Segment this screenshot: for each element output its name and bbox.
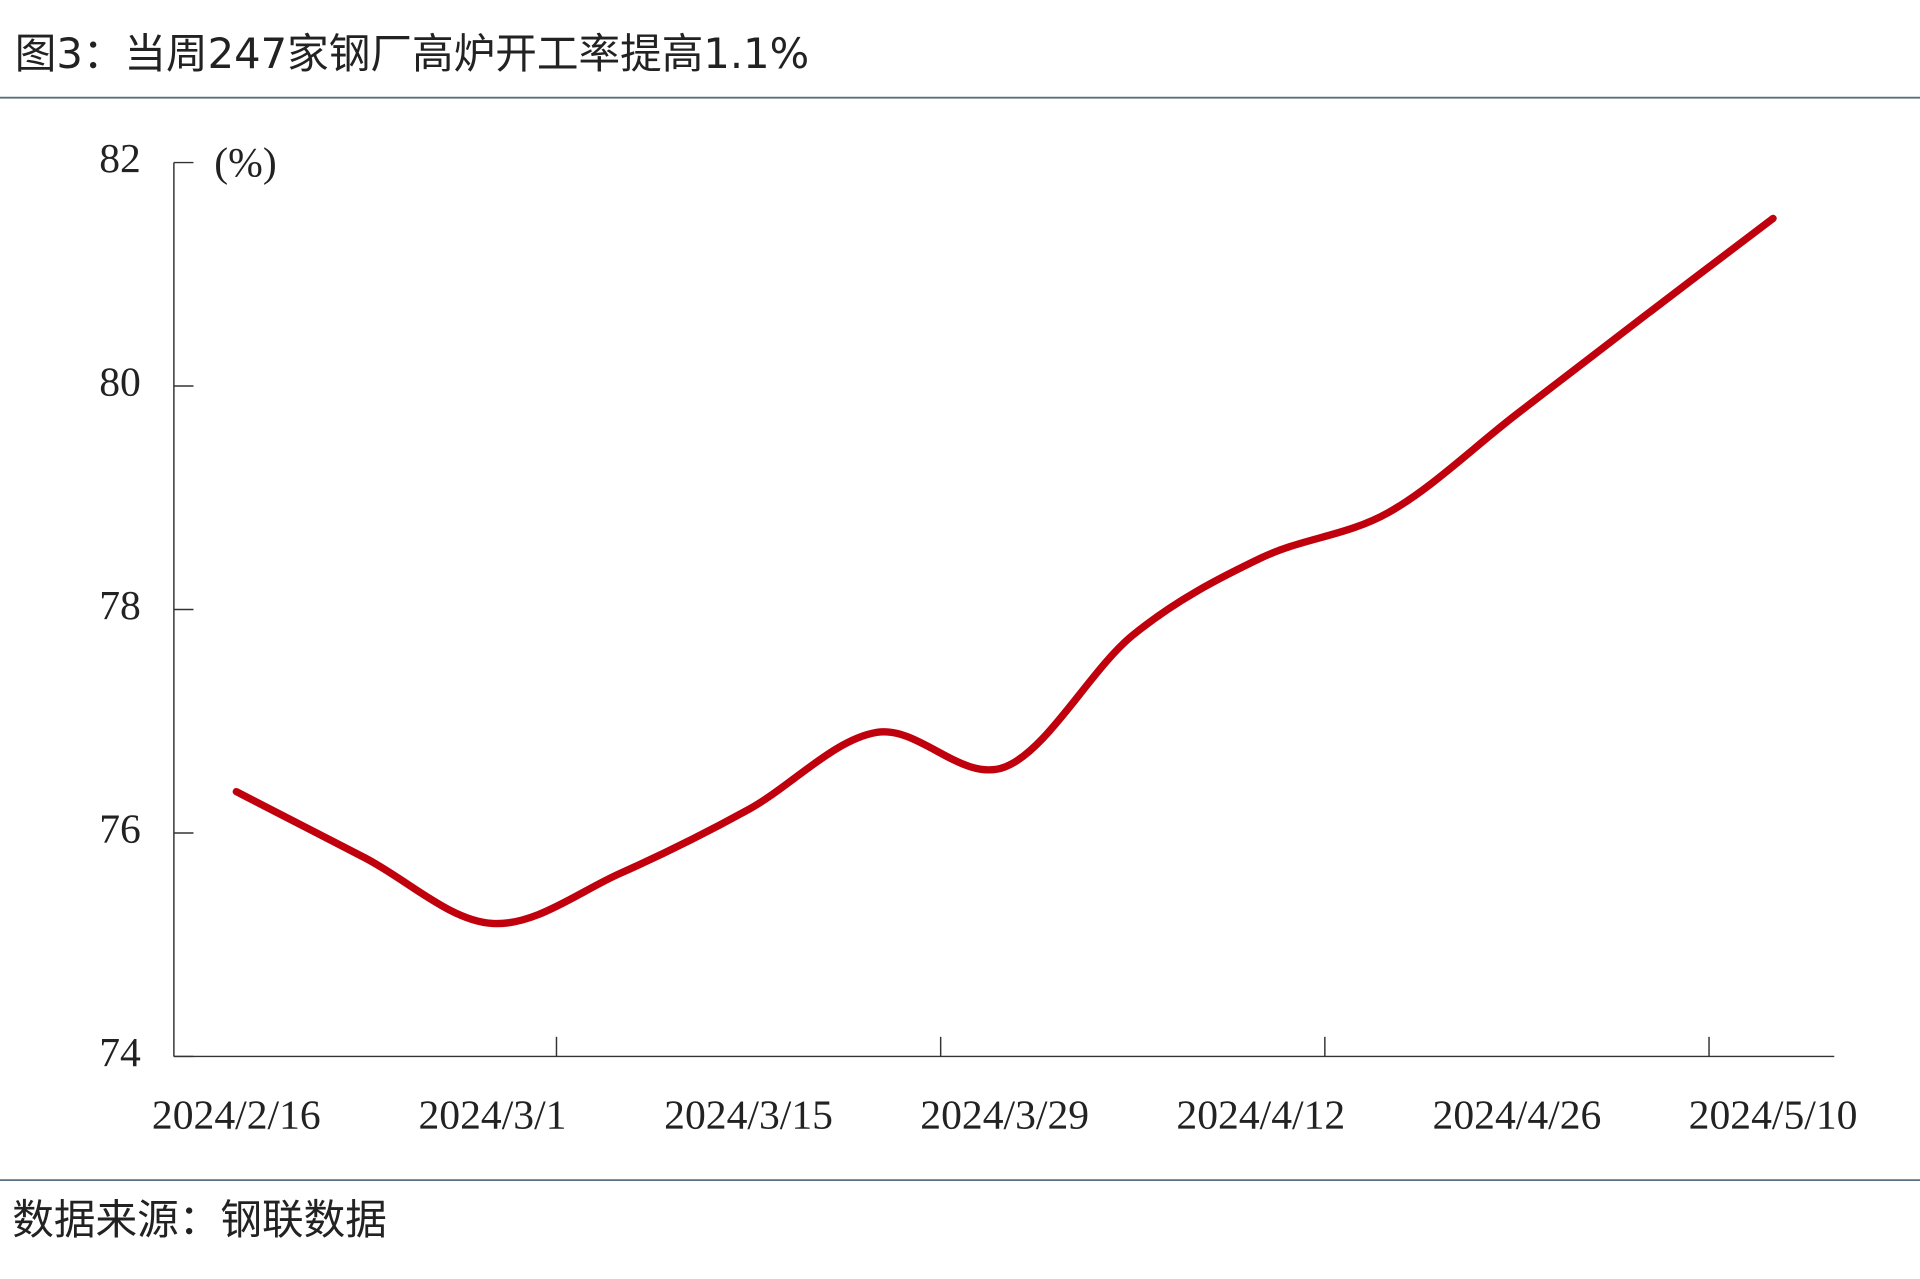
y-tick-label: 76: [99, 807, 141, 853]
chart-title: 图3：当周247家钢厂高炉开工率提高1.1%: [15, 29, 809, 78]
x-tick-label: 2024/4/12: [1176, 1092, 1345, 1138]
x-tick-label: 2024/3/1: [418, 1092, 566, 1138]
y-tick-label: 80: [99, 360, 141, 406]
x-tick-label: 2024/4/26: [1433, 1092, 1602, 1138]
y-axis-label: (%): [214, 140, 276, 186]
source-note: 数据来源：钢联数据: [12, 1195, 387, 1244]
line-series: [232, 214, 1777, 928]
x-tick-label: 2024/3/15: [664, 1092, 833, 1138]
x-tick-label: 2024/3/29: [920, 1092, 1089, 1138]
x-tick-label: 2024/5/10: [1689, 1092, 1858, 1138]
y-tick-label: 82: [99, 136, 141, 182]
y-tick-label: 78: [99, 583, 141, 629]
y-tick-label: 74: [99, 1030, 141, 1076]
x-tick-label: 2024/2/16: [152, 1092, 321, 1138]
